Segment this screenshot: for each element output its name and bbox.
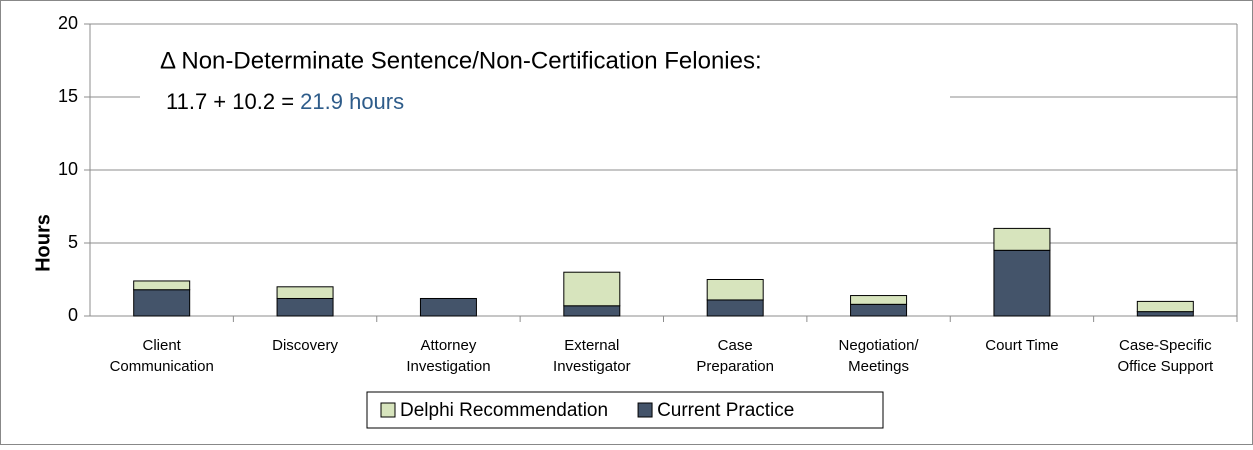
- bar-segment: [1136, 300, 1194, 313]
- annotation-highlight: 21.9 hours: [300, 89, 404, 114]
- marks: [133, 227, 1194, 317]
- x-tick-label: Attorney: [421, 337, 477, 354]
- x-tick-label: Communication: [110, 358, 214, 375]
- bar-segment: [563, 305, 621, 317]
- x-tick-label: Investigator: [553, 358, 631, 375]
- bar-segment: [276, 297, 334, 317]
- annotation-sum: 11.7 + 10.2 =: [166, 89, 300, 114]
- bar-segment: [993, 249, 1051, 317]
- x-tick-label: External: [564, 337, 619, 354]
- bar-segment: [706, 299, 764, 317]
- x-tick-label: Discovery: [272, 337, 338, 354]
- bar-segment: [1136, 311, 1194, 317]
- x-tick-label: Case: [718, 337, 753, 354]
- annotation-line2: 11.7 + 10.2 = 21.9 hours: [166, 89, 404, 114]
- y-axis-label: Hours: [32, 214, 54, 272]
- legend-label: Delphi Recommendation: [400, 400, 608, 421]
- bar-segment: [563, 271, 621, 307]
- y-tick-label: 5: [68, 232, 78, 252]
- y-tick-label: 15: [58, 86, 78, 106]
- x-tick-label: Client: [143, 337, 182, 354]
- annotation-box: [140, 32, 950, 124]
- legend-label: Current Practice: [657, 400, 794, 421]
- y-tick-label: 20: [58, 13, 78, 33]
- x-tick-label: Court Time: [985, 337, 1058, 354]
- bar-segment: [850, 303, 908, 317]
- annotation-line1: Δ Non-Determinate Sentence/Non-Certifica…: [160, 47, 762, 74]
- bar-segment: [419, 297, 477, 317]
- legend-swatch: [380, 402, 396, 418]
- bar-segment: [706, 279, 764, 301]
- legend-box: [366, 391, 884, 429]
- x-tick-label: Investigation: [406, 358, 490, 375]
- bar-segment: [276, 286, 334, 299]
- y-tick-label: 10: [58, 159, 78, 179]
- x-tick-label: Office Support: [1118, 358, 1214, 375]
- x-tick-label: Meetings: [848, 358, 909, 375]
- x-tick-label: Preparation: [696, 358, 774, 375]
- x-tick-label: Case-Specific: [1119, 337, 1212, 354]
- legend-swatch: [637, 402, 653, 418]
- bar-segment: [133, 280, 191, 291]
- bar-segment: [850, 295, 908, 305]
- bar-segment: [133, 289, 191, 317]
- x-tick-label: Negotiation/: [839, 337, 920, 354]
- y-tick-label: 0: [68, 305, 78, 325]
- bar-segment: [993, 227, 1051, 251]
